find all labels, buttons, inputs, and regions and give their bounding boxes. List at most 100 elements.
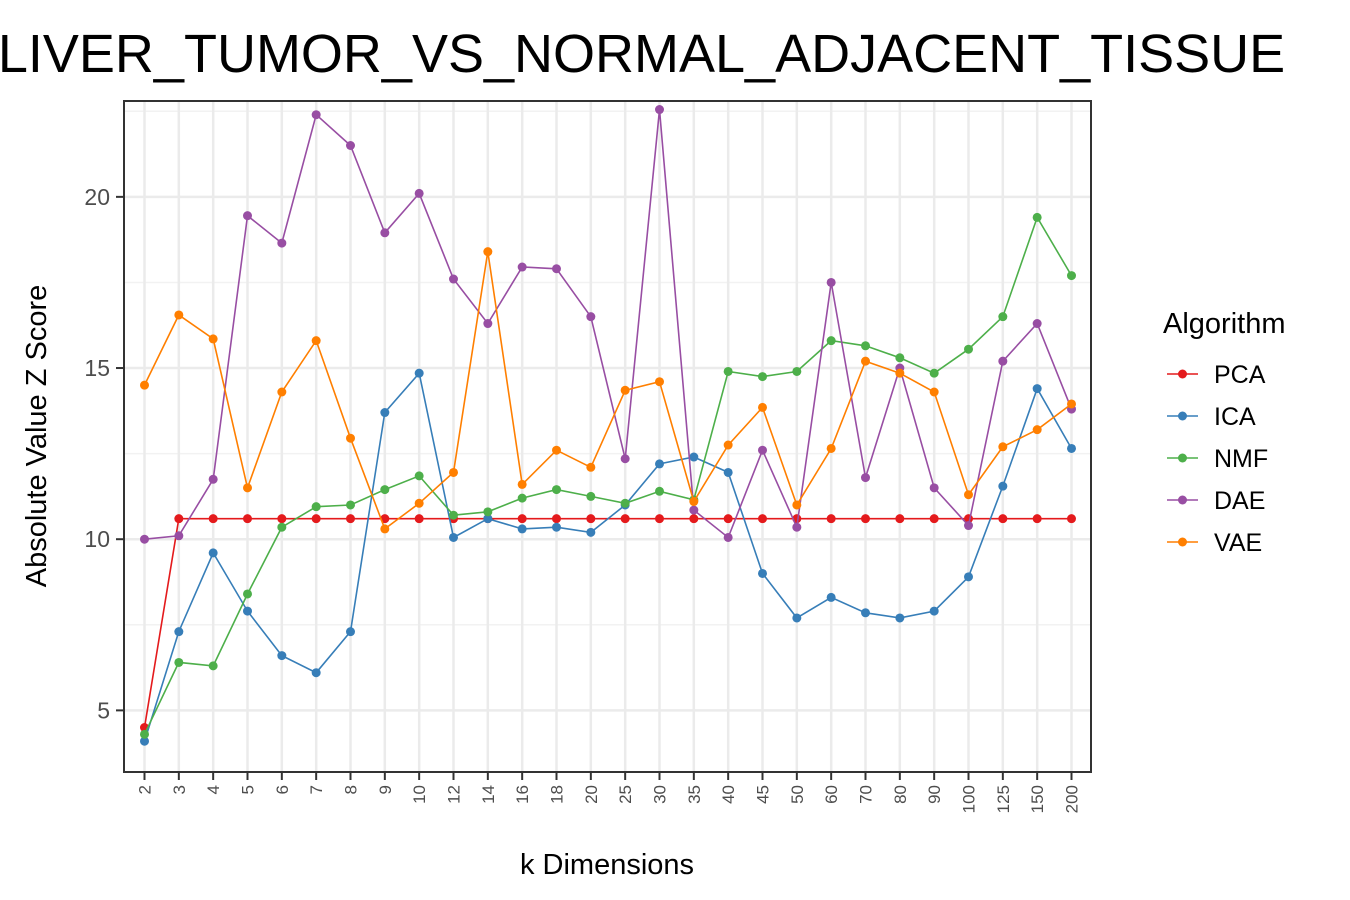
data-point-vae	[346, 433, 355, 443]
data-point-nmf	[895, 353, 905, 363]
data-point-ica	[689, 452, 699, 462]
x-tick-label: 50	[788, 785, 807, 804]
data-point-nmf	[449, 510, 458, 520]
legend: Algorithm PCA ICA NMF DAE VAE	[1163, 308, 1286, 557]
data-point-ica	[586, 527, 596, 537]
series-nmf	[140, 212, 1076, 739]
x-tick-label: 4	[204, 785, 223, 794]
x-tick-label: 10	[410, 785, 429, 804]
x-tick-label: 3	[170, 785, 189, 794]
data-point-dae	[552, 264, 561, 274]
x-tick-label: 90	[925, 785, 944, 804]
data-point-pca	[208, 514, 218, 524]
x-tick-label: 60	[822, 785, 841, 804]
data-point-ica	[655, 459, 664, 469]
data-point-ica	[449, 532, 458, 542]
series-ica	[140, 368, 1076, 746]
data-point-nmf	[517, 493, 527, 503]
data-point-ica	[414, 368, 424, 378]
data-point-nmf	[964, 344, 973, 354]
legend-label: DAE	[1214, 487, 1265, 515]
data-point-ica	[552, 522, 561, 532]
legend-key-point	[1178, 453, 1187, 463]
data-point-nmf	[586, 491, 596, 501]
legend-key-point	[1178, 537, 1187, 547]
data-point-dae	[586, 312, 596, 322]
data-point-vae	[277, 387, 287, 397]
data-point-pca	[929, 514, 939, 524]
data-point-vae	[243, 483, 252, 493]
panel-border	[123, 100, 1092, 773]
data-point-nmf	[311, 502, 321, 512]
data-point-nmf	[414, 471, 424, 481]
data-point-vae	[895, 368, 905, 378]
x-axis: 2 3 4 5 6 7 8 9 10 12 14 16 18 20 25 30 35 40 45 50 60 70 80 90…	[136, 772, 1082, 813]
data-point-dae	[174, 531, 184, 541]
data-point-nmf	[346, 500, 355, 510]
legend-title: Algorithm	[1163, 308, 1286, 340]
data-point-ica	[998, 481, 1008, 491]
data-point-ica	[895, 613, 905, 623]
data-point-dae	[620, 454, 630, 464]
chart-title: D_LIVER_TUMOR_VS_NORMAL_ADJACENT_TISSUE	[0, 24, 1285, 84]
data-point-vae	[174, 310, 184, 320]
data-point-ica	[1032, 384, 1042, 394]
x-tick-label: 25	[616, 785, 635, 804]
data-point-nmf	[483, 507, 493, 517]
x-tick-label: 16	[513, 785, 532, 804]
data-point-vae	[380, 524, 390, 534]
data-point-nmf	[758, 372, 767, 382]
data-point-pca	[586, 514, 596, 524]
data-point-ica	[723, 467, 733, 477]
data-point-vae	[655, 377, 664, 387]
data-point-pca	[243, 514, 252, 524]
series-layer	[140, 105, 1076, 746]
data-point-dae	[861, 473, 870, 483]
data-point-dae	[723, 532, 733, 542]
data-point-ica	[140, 736, 149, 746]
data-point-vae	[208, 334, 218, 344]
series-line-ica	[143, 371, 1073, 742]
data-point-dae	[1032, 319, 1042, 329]
data-point-nmf	[655, 486, 664, 496]
data-point-pca	[826, 514, 836, 524]
data-point-pca	[861, 514, 870, 524]
legend-label: PCA	[1214, 361, 1266, 389]
data-point-pca	[1032, 514, 1042, 524]
data-point-vae	[758, 402, 767, 412]
data-point-pca	[174, 514, 184, 524]
data-point-dae	[964, 521, 973, 531]
data-point-pca	[1067, 514, 1076, 524]
data-point-dae	[929, 483, 939, 493]
x-tick-label: 12	[445, 785, 464, 804]
data-point-nmf	[998, 312, 1008, 322]
data-point-vae	[998, 442, 1008, 452]
data-point-pca	[758, 514, 767, 524]
series-line-dae	[144, 109, 1073, 540]
data-point-dae	[758, 445, 767, 455]
data-point-nmf	[174, 657, 184, 667]
series-pca	[140, 514, 1076, 732]
x-tick-label: 100	[960, 785, 979, 813]
data-point-nmf	[552, 485, 561, 495]
data-point-vae	[483, 247, 493, 257]
x-tick-label: 125	[994, 785, 1013, 813]
data-point-dae	[311, 110, 321, 120]
data-point-pca	[552, 514, 561, 524]
x-tick-label: 150	[1028, 785, 1047, 813]
data-point-ica	[346, 627, 355, 637]
legend-item-nmf: NMF	[1167, 445, 1268, 473]
y-tick-label: 10	[84, 526, 110, 552]
x-tick-label: 30	[651, 785, 670, 804]
data-point-pca	[311, 514, 321, 524]
data-point-dae	[792, 522, 802, 532]
legend-item-ica: ICA	[1167, 403, 1256, 431]
data-point-vae	[929, 387, 939, 397]
data-point-nmf	[1067, 271, 1076, 281]
data-point-nmf	[929, 368, 939, 378]
data-point-vae	[586, 462, 596, 472]
data-point-dae	[998, 356, 1008, 366]
data-point-vae	[552, 445, 561, 455]
legend-key-point	[1178, 369, 1187, 379]
